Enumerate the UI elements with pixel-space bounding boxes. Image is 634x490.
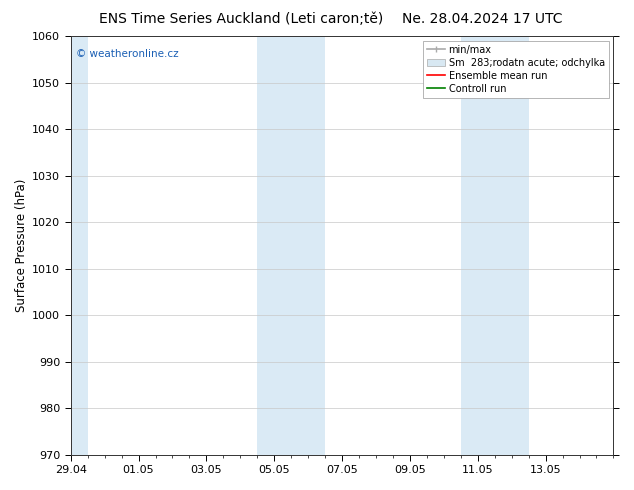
Text: © weatheronline.cz: © weatheronline.cz <box>76 49 179 59</box>
Bar <box>71 36 87 455</box>
Legend: min/max, Sm  283;rodatn acute; odchylka, Ensemble mean run, Controll run: min/max, Sm 283;rodatn acute; odchylka, … <box>424 41 609 98</box>
Bar <box>257 36 325 455</box>
Y-axis label: Surface Pressure (hPa): Surface Pressure (hPa) <box>15 179 28 312</box>
Text: Ne. 28.04.2024 17 UTC: Ne. 28.04.2024 17 UTC <box>401 12 562 26</box>
Text: ENS Time Series Auckland (Leti caron;tě): ENS Time Series Auckland (Leti caron;tě) <box>99 12 383 26</box>
Bar <box>461 36 529 455</box>
